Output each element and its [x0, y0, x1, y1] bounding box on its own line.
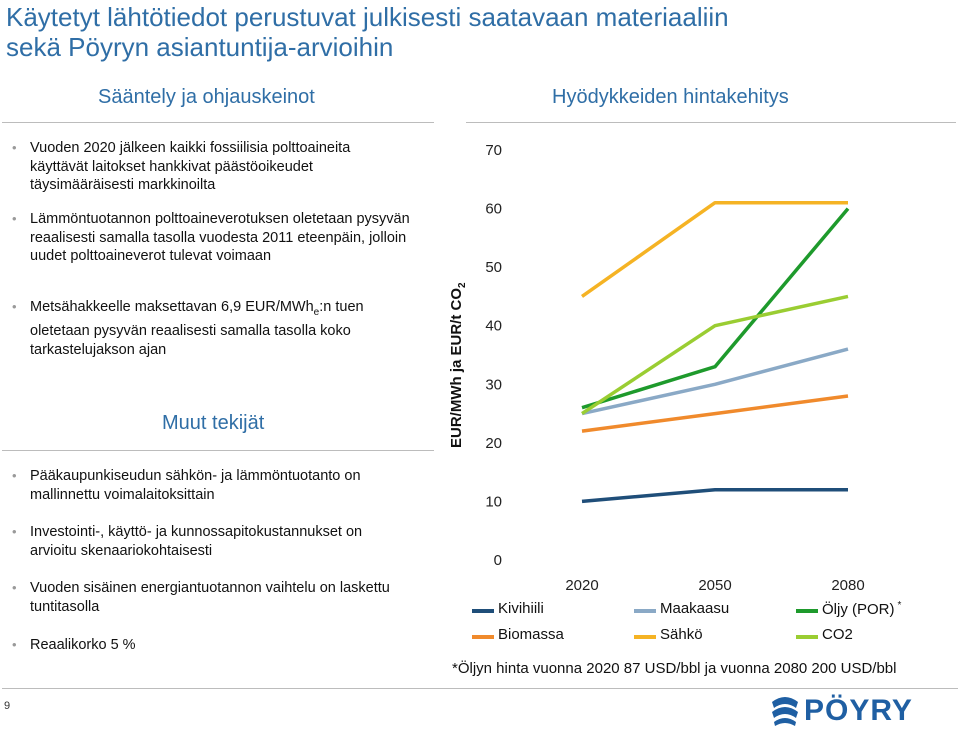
y-tick-label: 10	[485, 493, 502, 510]
bullet-dot-icon: •	[12, 468, 17, 483]
poyry-logo-mark-icon	[772, 697, 798, 726]
bullet-2-text: Lämmöntuotannon polttoaineverotuksen ole…	[30, 211, 410, 264]
bullet-dot-icon: •	[12, 524, 17, 539]
bullet-3: • Metsähakkeelle maksettavan 6,9 EUR/MWh…	[12, 298, 410, 359]
bullet-5: • Investointi-, käyttö- ja kunnossapitok…	[12, 523, 410, 560]
legend-label: Biomassa	[498, 626, 564, 643]
title-line-2: sekä Pöyryn asiantuntija-arvioihin	[6, 32, 394, 62]
bullet-dot-icon: •	[12, 580, 17, 595]
x-tick-label: 2050	[698, 577, 731, 594]
left-divider-mid	[2, 450, 434, 451]
left-divider-top	[2, 122, 434, 123]
series-line-3	[581, 207, 850, 410]
bullet-dot-icon: •	[12, 211, 17, 226]
bullet-5-text: Investointi-, käyttö- ja kunnossapitokus…	[30, 524, 363, 559]
poyry-logo: PÖYRY	[768, 692, 952, 732]
bullet-dot-icon: •	[12, 637, 17, 652]
slide-title: Käytetyt lähtötiedot perustuvat julkises…	[6, 2, 946, 62]
bottom-divider	[2, 688, 958, 689]
legend-swatch	[472, 635, 494, 639]
series-line-1	[581, 487, 848, 504]
legend-label-superscript: *	[897, 600, 902, 611]
y-tick-label: 20	[485, 435, 502, 452]
series-line-6	[581, 294, 849, 416]
legend-label: Maakaasu	[660, 600, 730, 617]
legend-swatch	[634, 635, 656, 639]
bullet-6: • Vuoden sisäinen energiantuotannon vaih…	[12, 579, 410, 616]
left-heading-2: Muut tekijät	[162, 412, 265, 434]
y-tick-label: 0	[494, 552, 502, 569]
bullet-4: • Pääkaupunkiseudun sähkön- ja lämmöntuo…	[12, 467, 410, 504]
legend-label: Sähkö	[660, 626, 703, 643]
series-line-5	[580, 200, 848, 298]
right-heading: Hyödykkeiden hintakehitys	[552, 86, 789, 108]
bullet-6-text: Vuoden sisäinen energiantuotannon vaihte…	[30, 580, 390, 615]
y-tick-label: 70	[485, 142, 502, 159]
left-heading: Sääntely ja ohjauskeinot	[98, 86, 315, 108]
bullet-4-text: Pääkaupunkiseudun sähkön- ja lämmöntuota…	[30, 468, 361, 503]
bullet-2: • Lämmöntuotannon polttoaineverotuksen o…	[12, 210, 410, 266]
bullet-3-subscript: e	[313, 306, 320, 318]
bullet-3-text-post: :n tuen oletetaan pysyvän reaalisesti sa…	[30, 299, 364, 358]
page-number: 9	[4, 700, 11, 712]
y-tick-label: 60	[485, 201, 502, 218]
x-tick-label: 2020	[565, 577, 598, 594]
bullet-1-text: Vuoden 2020 jälkeen kaikki fossiilisia p…	[30, 140, 351, 193]
bullet-dot-icon: •	[12, 299, 17, 314]
legend-label: Öljy (POR) *	[822, 600, 902, 618]
bullet-1: • Vuoden 2020 jälkeen kaikki fossiilisia…	[12, 139, 410, 195]
legend-swatch	[796, 635, 818, 639]
legend-label: CO2	[822, 626, 853, 643]
bullet-7-text: Reaalikorko 5 %	[30, 637, 136, 653]
legend-swatch	[634, 609, 656, 613]
y-tick-label: 40	[485, 318, 502, 335]
right-divider-top	[466, 122, 956, 123]
y-tick-label: 50	[485, 259, 502, 276]
legend-swatch	[796, 609, 818, 613]
bullet-7: • Reaalikorko 5 %	[12, 636, 410, 655]
chart-footnote: *Öljyn hinta vuonna 2020 87 USD/bbl ja v…	[452, 660, 897, 677]
x-tick-label: 2080	[831, 577, 864, 594]
series-line-4	[581, 394, 849, 433]
legend-label: Kivihiili	[498, 600, 544, 617]
title-line-1: Käytetyt lähtötiedot perustuvat julkises…	[6, 2, 729, 32]
poyry-logo-text: PÖYRY	[804, 694, 913, 727]
bullet-dot-icon: •	[12, 140, 17, 155]
bullet-3-text-pre: Metsähakkeelle maksettavan 6,9 EUR/MWh	[30, 299, 314, 315]
legend-swatch	[472, 609, 494, 613]
y-tick-label: 30	[485, 376, 502, 393]
series-line-2	[581, 347, 849, 416]
